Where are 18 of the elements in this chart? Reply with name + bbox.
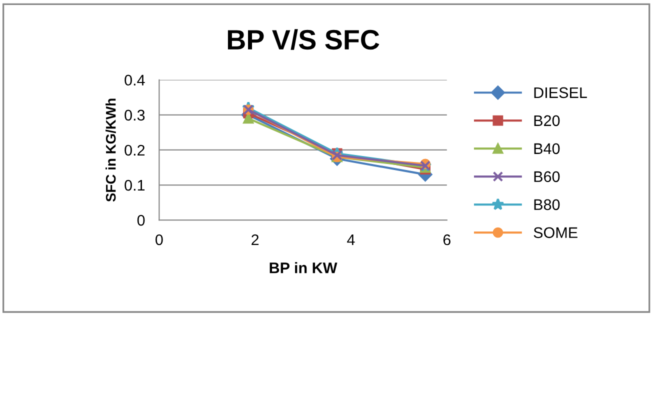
chart-title: BP V/S SFC <box>228 29 380 50</box>
y-tick-label: 0.3 <box>124 110 145 121</box>
legend-label: B60 <box>534 171 560 182</box>
y-tick-label: 0.4 <box>124 74 145 86</box>
x-tick-label: 0 <box>156 234 163 246</box>
y-tick-label: 0.2 <box>124 144 145 156</box>
legend-label: B20 <box>534 115 560 126</box>
x-tick-label: 2 <box>252 234 259 246</box>
y-tick-label: 0 <box>137 214 145 226</box>
y-axis-title: SFC in KG/KWh <box>106 98 116 202</box>
y-tick-label: 0.1 <box>124 180 145 191</box>
legend-label: B80 <box>534 199 560 210</box>
x-tick-label: 4 <box>347 234 355 246</box>
x-tick-label: 6 <box>443 234 450 246</box>
legend-label: B40 <box>534 143 560 154</box>
legend-label: SOME <box>534 227 578 238</box>
legend-label: DIESEL <box>534 87 587 98</box>
x-axis-title: BP in KW <box>270 262 338 274</box>
